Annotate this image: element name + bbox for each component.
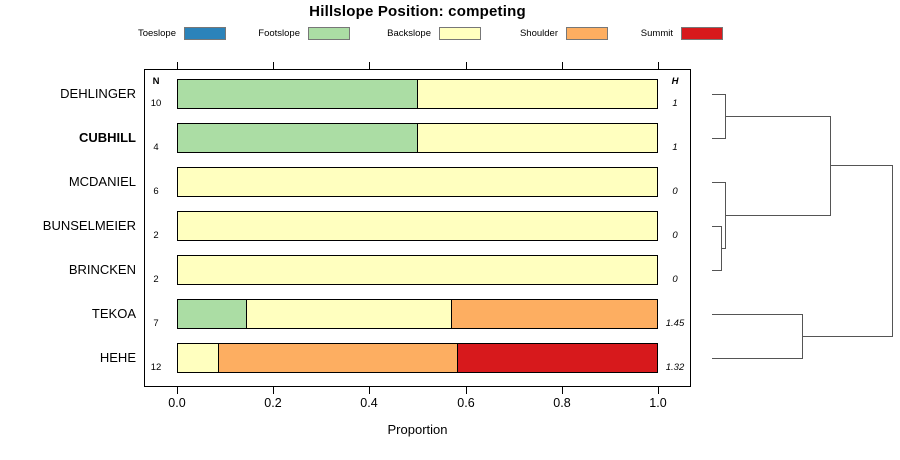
top-tick: [177, 62, 178, 69]
stacked-bar-cubhill: [177, 123, 658, 153]
bar-segment-backslope: [178, 256, 657, 284]
x-axis-title: Proportion: [387, 422, 448, 437]
dendrogram-hline: [712, 138, 725, 139]
summit-swatch-icon: [681, 26, 723, 40]
bar-segment-backslope: [178, 168, 657, 196]
row-label-dehlinger: DEHLINGER: [60, 86, 136, 101]
row-label-mcdaniel: MCDANIEL: [68, 174, 136, 189]
h-value: 1.45: [665, 318, 685, 329]
x-tick-label: 0.0: [168, 396, 186, 410]
bar-segment-footslope: [178, 124, 417, 152]
dendrogram-hline: [712, 270, 721, 271]
legend-label: Footslope: [258, 27, 300, 39]
row-label-cubhill: CUBHILL: [78, 130, 136, 145]
stacked-bar-tekoa: [177, 299, 658, 329]
toeslope-swatch-icon: [184, 26, 226, 40]
bar-segment-backslope: [417, 124, 657, 152]
dendrogram-vline: [830, 116, 831, 216]
n-column-header: N: [152, 76, 160, 87]
x-tick-label: 1.0: [649, 396, 667, 410]
h-value: 0: [672, 230, 678, 241]
legend-label: Toeslope: [137, 27, 176, 39]
backslope-swatch-icon: [439, 26, 481, 40]
dendrogram-hline: [802, 336, 892, 337]
n-value: 2: [153, 274, 159, 285]
legend-item-summit: Summit: [619, 26, 723, 40]
stacked-bar-dehlinger: [177, 79, 658, 109]
bar-segment-backslope: [417, 80, 657, 108]
row-label-bunselmeier: BUNSELMEIER: [42, 218, 136, 233]
top-tick: [466, 62, 467, 69]
dendrogram-hline: [712, 226, 721, 227]
bottom-tick: [177, 387, 178, 394]
x-tick-label: 0.8: [553, 396, 571, 410]
row-label-tekoa: TEKOA: [91, 306, 136, 321]
top-tick: [273, 62, 274, 69]
dendrogram-hline: [712, 358, 802, 359]
legend-label: Summit: [640, 27, 673, 39]
dendrogram-hline: [721, 248, 725, 249]
stacked-bar-mcdaniel: [177, 167, 658, 197]
x-tick-label: 0.2: [264, 396, 282, 410]
n-value: 6: [153, 186, 159, 197]
h-value: 1: [672, 98, 678, 109]
legend-item-toeslope: Toeslope: [122, 26, 226, 40]
row-label-brincken: BRINCKEN: [68, 262, 136, 277]
dendrogram-vline: [892, 165, 893, 337]
n-value: 2: [153, 230, 159, 241]
dendrogram-hline: [830, 165, 892, 166]
bar-segment-shoulder: [451, 300, 658, 328]
top-tick: [658, 62, 659, 69]
bar-segment-backslope: [178, 212, 657, 240]
bottom-tick: [273, 387, 274, 394]
n-value: 7: [153, 318, 159, 329]
n-value: 10: [150, 98, 162, 109]
n-value: 12: [150, 362, 162, 373]
h-value: 1.32: [665, 362, 685, 373]
dendrogram-hline: [712, 314, 802, 315]
bar-segment-shoulder: [217, 344, 458, 372]
h-value: 1: [672, 142, 678, 153]
h-value: 0: [672, 186, 678, 197]
bar-segment-backslope: [246, 300, 452, 328]
top-tick: [562, 62, 563, 69]
dendrogram-hline: [725, 215, 830, 216]
chart-title: Hillslope Position: competing: [309, 3, 526, 20]
stacked-bar-bunselmeier: [177, 211, 658, 241]
bottom-tick: [658, 387, 659, 394]
bottom-tick: [369, 387, 370, 394]
row-label-hehe: HEHE: [99, 350, 136, 365]
n-value: 4: [153, 142, 159, 153]
bar-segment-footslope: [178, 300, 247, 328]
x-tick-label: 0.6: [457, 396, 475, 410]
dendrogram-hline: [725, 116, 830, 117]
shoulder-swatch-icon: [566, 26, 608, 40]
legend-label: Backslope: [387, 27, 431, 39]
h-value: 0: [672, 274, 678, 285]
bottom-tick: [562, 387, 563, 394]
bar-segment-backslope: [178, 344, 218, 372]
dendrogram-hline: [712, 182, 725, 183]
legend-label: Shoulder: [519, 27, 558, 39]
top-tick: [369, 62, 370, 69]
h-column-header: H: [671, 76, 679, 87]
stacked-bar-brincken: [177, 255, 658, 285]
x-tick-label: 0.4: [360, 396, 378, 410]
bar-segment-summit: [457, 344, 657, 372]
legend-item-backslope: Backslope: [377, 26, 481, 40]
legend-item-shoulder: Shoulder: [504, 26, 608, 40]
bottom-tick: [466, 387, 467, 394]
legend-item-footslope: Footslope: [246, 26, 350, 40]
stacked-bar-hehe: [177, 343, 658, 373]
bar-segment-footslope: [178, 80, 417, 108]
footslope-swatch-icon: [308, 26, 350, 40]
dendrogram-hline: [712, 94, 725, 95]
